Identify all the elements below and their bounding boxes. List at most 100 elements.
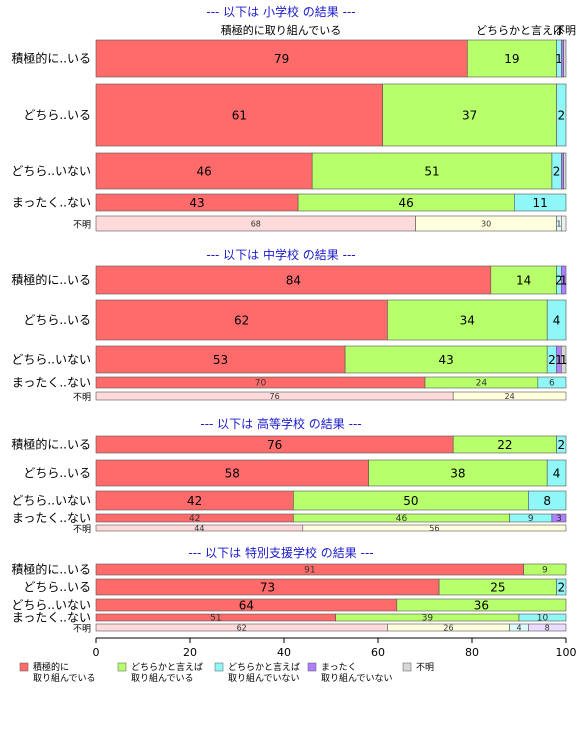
column-header: 不明 [554, 24, 576, 37]
bar-row: まったく..ない 43 46 11 [12, 193, 567, 212]
data-label: 2 [557, 438, 565, 452]
data-label: 2 [555, 273, 563, 287]
data-label: 10 [537, 614, 549, 624]
category-label: どちら..いない [11, 353, 91, 367]
data-label: 3 [556, 514, 562, 524]
data-label: 1 [560, 353, 568, 367]
bar-row: まったく..ない 42 46 9 3 [12, 511, 567, 525]
data-label: 44 [194, 524, 204, 533]
bar-segment [560, 265, 567, 295]
data-label: 64 [239, 598, 254, 612]
data-label: 24 [476, 379, 488, 389]
bar-segment [560, 215, 567, 232]
legend-swatch [117, 662, 127, 672]
data-label: 39 [422, 614, 434, 624]
bar-row: 積極的に..いる 79 19 1 [11, 39, 567, 78]
data-label: 70 [255, 379, 267, 389]
bar-row: 積極的に..いる 84 14 21 [11, 265, 567, 295]
data-label: 2 [557, 108, 565, 122]
category-label: どちら..いない [11, 164, 91, 178]
legend-label: 取り組んでいる [33, 672, 96, 684]
bar-segment [452, 391, 567, 401]
bar-segment [344, 345, 548, 374]
legend-item: 不明 [402, 662, 434, 673]
panel-title: --- 以下は 中学校 の結果 --- [206, 247, 355, 262]
legend-label: 取り組んでいない [321, 672, 393, 684]
data-label: 51 [424, 164, 439, 178]
bar-segment [560, 345, 567, 374]
bar-segment [537, 376, 567, 389]
data-label: 6 [549, 379, 555, 389]
data-label: 58 [225, 466, 240, 480]
data-label: 43 [189, 196, 204, 210]
legend: 積極的に取り組んでいるどちらかと言えば取り組んでいるどちらかと言えば取り組んでい… [19, 661, 434, 684]
data-label: 46 [396, 514, 408, 524]
bar-segment [95, 39, 468, 78]
bar-row: どちら..いない 46 51 2 [11, 152, 567, 190]
bar-segment [556, 435, 567, 454]
legend-label: どちらかと言えば [228, 661, 300, 673]
data-label: 2 [548, 353, 556, 367]
data-label: 91 [304, 566, 315, 576]
bar-row: 積極的に..いる 91 9 [11, 562, 567, 577]
category-label: 不明 [73, 220, 91, 231]
category-label: どちら..いる [23, 313, 91, 327]
data-label: 68 [251, 219, 261, 228]
data-label: 25 [490, 580, 505, 594]
bar-segment [95, 459, 369, 487]
x-tick-label: 100 [556, 646, 577, 659]
bar-segment [490, 265, 557, 295]
legend-swatch [214, 662, 224, 672]
data-label: 4 [516, 623, 521, 632]
data-label: 4 [553, 466, 561, 480]
data-label: 42 [189, 514, 200, 524]
legend-label: 取り組んでいない [228, 672, 300, 684]
bar-segment [563, 39, 567, 78]
x-tick-label: 60 [371, 646, 385, 659]
bar-segment [302, 524, 567, 532]
bar-row: どちら..いる 58 38 4 [23, 459, 567, 487]
bar-segment [466, 39, 557, 78]
panel-title: --- 以下は 小学校 の結果 --- [206, 4, 355, 19]
data-label: 19 [504, 52, 519, 66]
category-label: 積極的に..いる [11, 437, 91, 452]
data-label: 34 [460, 313, 475, 327]
data-label: 51 [210, 614, 221, 624]
bar-segment [382, 83, 557, 147]
data-label: 62 [234, 313, 249, 327]
data-label: 56 [429, 524, 439, 533]
legend-label: 取り組んでいる [131, 672, 194, 684]
x-tick-label: 80 [465, 646, 479, 659]
bar-segment [556, 83, 567, 147]
legend-label: 積極的に [33, 661, 69, 673]
category-label: どちら..いない [11, 494, 91, 508]
data-label: 1 [555, 52, 563, 66]
bar-segment [551, 513, 567, 523]
bar-segment [546, 459, 567, 487]
panel: --- 以下は 高等学校 の結果 ---積極的に..いる 76 22 2どちら..いる… [11, 416, 567, 535]
column-header: どちらかと言えば [476, 24, 564, 37]
category-label: まったく..ない [12, 196, 91, 210]
category-label: まったく..ない [12, 511, 91, 525]
category-label: 不明 [73, 524, 91, 535]
data-label: 2 [553, 164, 561, 178]
data-label: 43 [439, 353, 454, 367]
bar-row: 不明 62 26 4 8 [73, 623, 567, 635]
data-label: 26 [443, 623, 453, 632]
data-label: 37 [462, 108, 477, 122]
bar-segment [563, 152, 567, 190]
bar-row: どちら..いない 42 50 8 [11, 490, 567, 511]
data-label: 76 [270, 392, 280, 401]
data-label: 62 [237, 623, 247, 632]
data-label: 30 [481, 219, 491, 228]
panel-title: --- 以下は 特別支援学校 の結果 --- [188, 545, 373, 560]
bar-row: まったく..ない 70 24 6 [12, 376, 567, 390]
panel: --- 以下は 中学校 の結果 --- 積極的に..いる 84 14 21 どちら..いる… [11, 247, 567, 403]
legend-label: どちらかと言えば [131, 661, 203, 673]
category-label: どちら..いる [23, 466, 91, 480]
bar-row: どちら..いる 61 37 2 [23, 83, 567, 147]
